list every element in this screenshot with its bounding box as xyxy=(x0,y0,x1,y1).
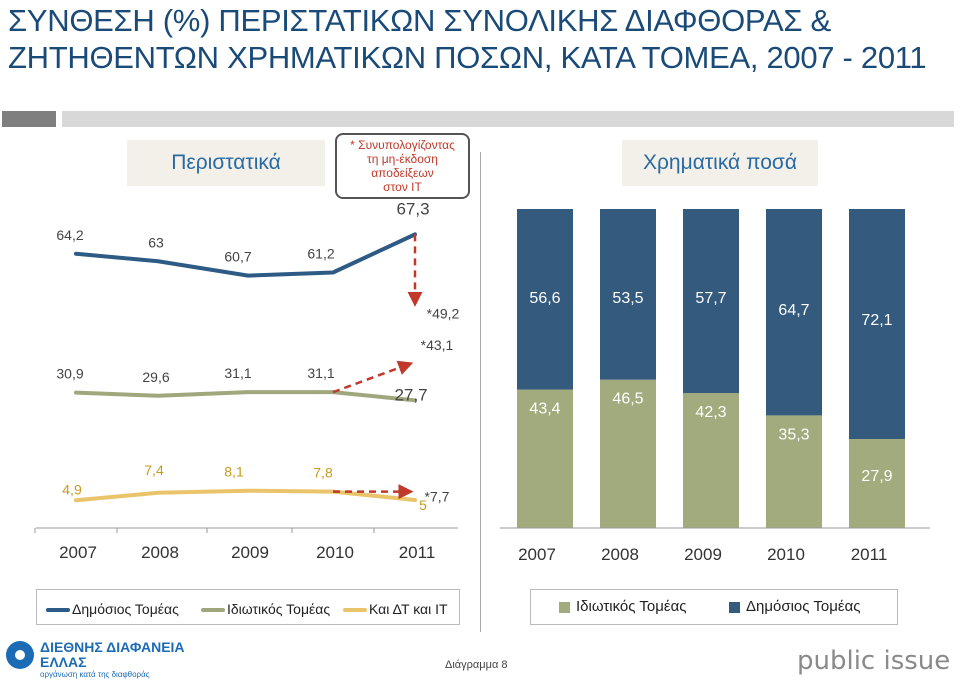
point-label-private-2011: 27,7 xyxy=(394,385,427,404)
bar-label-private-2011: 27,9 xyxy=(861,468,892,485)
bar-x-tick-label-2010: 2010 xyxy=(767,545,805,564)
bar-public-2007 xyxy=(517,209,573,390)
bar-x-tick-label-2011: 2011 xyxy=(851,545,888,564)
logo-mark-icon xyxy=(6,641,34,669)
estimate-note: * Συνυπολογίζοντας τη μη-έκδοση αποδείξε… xyxy=(335,133,470,199)
note-line-3: αποδείξεων xyxy=(371,166,434,180)
bar-chart-legend: Ιδιωτικός Τομέας Δημόσιος Τομέας xyxy=(530,589,898,625)
bar-label-public-2010: 64,7 xyxy=(778,302,809,319)
logo-tagline: οργάνωση κατά της διαφθοράς xyxy=(40,670,150,679)
point-label-private-2008: 29,6 xyxy=(142,369,169,385)
transparency-logo: ΔΙΕΘΝΗΣ ΔΙΑΦΑΝΕΙΑ ΕΛΛΑΣ οργάνωση κατά τη… xyxy=(6,640,206,680)
legend-label-public: Δημόσιος Τομέας xyxy=(72,601,179,617)
line-x-tick-label-2009: 2009 xyxy=(231,543,269,562)
point-label-private-2010: 31,1 xyxy=(307,365,334,381)
legend-label-private: Ιδιωτικός Τομέας xyxy=(227,601,331,617)
legend-label-bar-private: Ιδιωτικός Τομέας xyxy=(576,598,687,615)
legend-item-bar-public: Δημόσιος Τομέας xyxy=(729,598,861,615)
logo-name-line-1: ΔΙΕΘΝΗΣ ΔΙΑΦΑΝΕΙΑ xyxy=(40,639,185,655)
line-public xyxy=(74,232,417,278)
bar-public-2008 xyxy=(600,209,656,380)
line-chart-legend: Δημόσιος Τομέας Ιδιωτικός Τομέας Και ΔΤ … xyxy=(36,589,460,625)
bar-label-public-2008: 53,5 xyxy=(612,290,643,307)
note-line-1: * Συνυπολογίζοντας xyxy=(350,138,455,152)
note-line-4: στον ΙΤ xyxy=(383,180,422,194)
point-label-public-2008: 63 xyxy=(148,234,164,250)
alt-arrow-private xyxy=(332,360,414,394)
header-band-dark xyxy=(2,111,56,127)
point-label-public-2007: 64,2 xyxy=(56,227,83,243)
legend-swatch-bar-public xyxy=(729,601,740,613)
bar-x-tick-label-2007: 2007 xyxy=(518,545,556,564)
bar-label-public-2009: 57,7 xyxy=(695,290,726,307)
point-label-private-2009: 31,1 xyxy=(224,365,251,381)
point-label-public-2011: 67,3 xyxy=(396,199,429,218)
legend-swatch-private xyxy=(201,608,225,613)
point-label-both-2009: 8,1 xyxy=(224,464,244,480)
bar-x-tick-label-2008: 2008 xyxy=(601,545,639,564)
bar-label-public-2011: 72,1 xyxy=(861,312,892,329)
point-label-both-2007: 4,9 xyxy=(62,481,82,497)
bar-public-2010 xyxy=(766,209,822,416)
alt-label-both: *7,7 xyxy=(425,489,450,505)
point-label-public-2010: 61,2 xyxy=(307,246,334,262)
bar-private-2011 xyxy=(849,438,905,528)
bar-label-private-2007: 43,4 xyxy=(529,401,560,418)
bar-x-tick-label-2009: 2009 xyxy=(684,545,722,564)
bar-label-private-2009: 42,3 xyxy=(695,404,726,421)
legend-item-public: Δημόσιος Τομέας xyxy=(46,601,179,617)
title-line-2: ΖΗΤΗΘΕΝΤΩΝ ΧΡΗΜΑΤΙΚΩΝ ΠΟΣΩΝ, ΚΑΤΑ ΤΟΜΕΑ,… xyxy=(8,40,927,75)
line-private-2011-segment xyxy=(331,390,417,403)
line-x-tick-label-2011: 2011 xyxy=(399,543,436,562)
bar-label-private-2008: 46,5 xyxy=(612,391,643,408)
right-panel-header: Χρηματικά ποσά xyxy=(622,140,818,186)
bar-public-2011 xyxy=(849,209,905,439)
line-private xyxy=(74,390,335,398)
legend-swatch-bar-private xyxy=(559,601,570,613)
header-band-light xyxy=(62,111,954,127)
line-x-tick-label-2007: 2007 xyxy=(59,543,97,562)
figure-caption: Διάγραμμα 8 xyxy=(445,659,508,671)
bar-private-2010 xyxy=(766,415,822,528)
alt-label-private: *43,1 xyxy=(421,337,454,353)
alt-label-public: *49,2 xyxy=(427,305,460,321)
line-x-tick-label-2010: 2010 xyxy=(316,543,354,562)
point-label-private-2007: 30,9 xyxy=(56,366,83,382)
point-label-both-2010: 7,8 xyxy=(313,465,333,481)
legend-label-both: Και ΔΤ και ΙΤ xyxy=(369,601,448,617)
logo-name-line-2: ΕΛΛΑΣ xyxy=(40,654,87,670)
line-both xyxy=(74,488,335,503)
bar-private-2008 xyxy=(600,379,656,528)
point-label-public-2009: 60,7 xyxy=(224,249,251,265)
legend-item-bar-private: Ιδιωτικός Τομέας xyxy=(559,598,686,615)
legend-item-both: Και ΔΤ και ΙΤ xyxy=(343,601,448,617)
bar-label-private-2010: 35,3 xyxy=(778,426,809,443)
legend-swatch-both xyxy=(343,608,367,613)
public-issue-logo: public issue xyxy=(797,646,951,676)
left-panel-header: Περιστατικά xyxy=(127,140,325,186)
bar-label-public-2007: 56,6 xyxy=(529,290,560,307)
title-line-1: ΣΥΝΘΕΣΗ (%) ΠΕΡΙΣΤΑΤΙΚΩΝ ΣΥΝΟΛΙΚΗΣ ΔΙΑΦΘ… xyxy=(8,3,831,38)
chart-title: ΣΥΝΘΕΣΗ (%) ΠΕΡΙΣΤΑΤΙΚΩΝ ΣΥΝΟΛΙΚΗΣ ΔΙΑΦΘ… xyxy=(8,2,948,76)
panel-divider xyxy=(480,152,481,632)
note-line-2: τη μη-έκδοση xyxy=(367,152,438,166)
bar-public-2009 xyxy=(683,209,739,394)
logo-name: ΔΙΕΘΝΗΣ ΔΙΑΦΑΝΕΙΑ ΕΛΛΑΣ xyxy=(40,640,185,670)
legend-label-bar-public: Δημόσιος Τομέας xyxy=(746,598,861,615)
legend-item-private: Ιδιωτικός Τομέας xyxy=(201,601,330,617)
line-both-2011-segment xyxy=(331,489,417,502)
legend-swatch-public xyxy=(46,608,70,613)
point-label-both-2011: 5 xyxy=(419,497,427,513)
line-x-tick-label-2008: 2008 xyxy=(141,543,179,562)
bar-private-2009 xyxy=(683,393,739,528)
point-label-both-2008: 7,4 xyxy=(144,462,164,478)
bar-private-2007 xyxy=(517,389,573,528)
